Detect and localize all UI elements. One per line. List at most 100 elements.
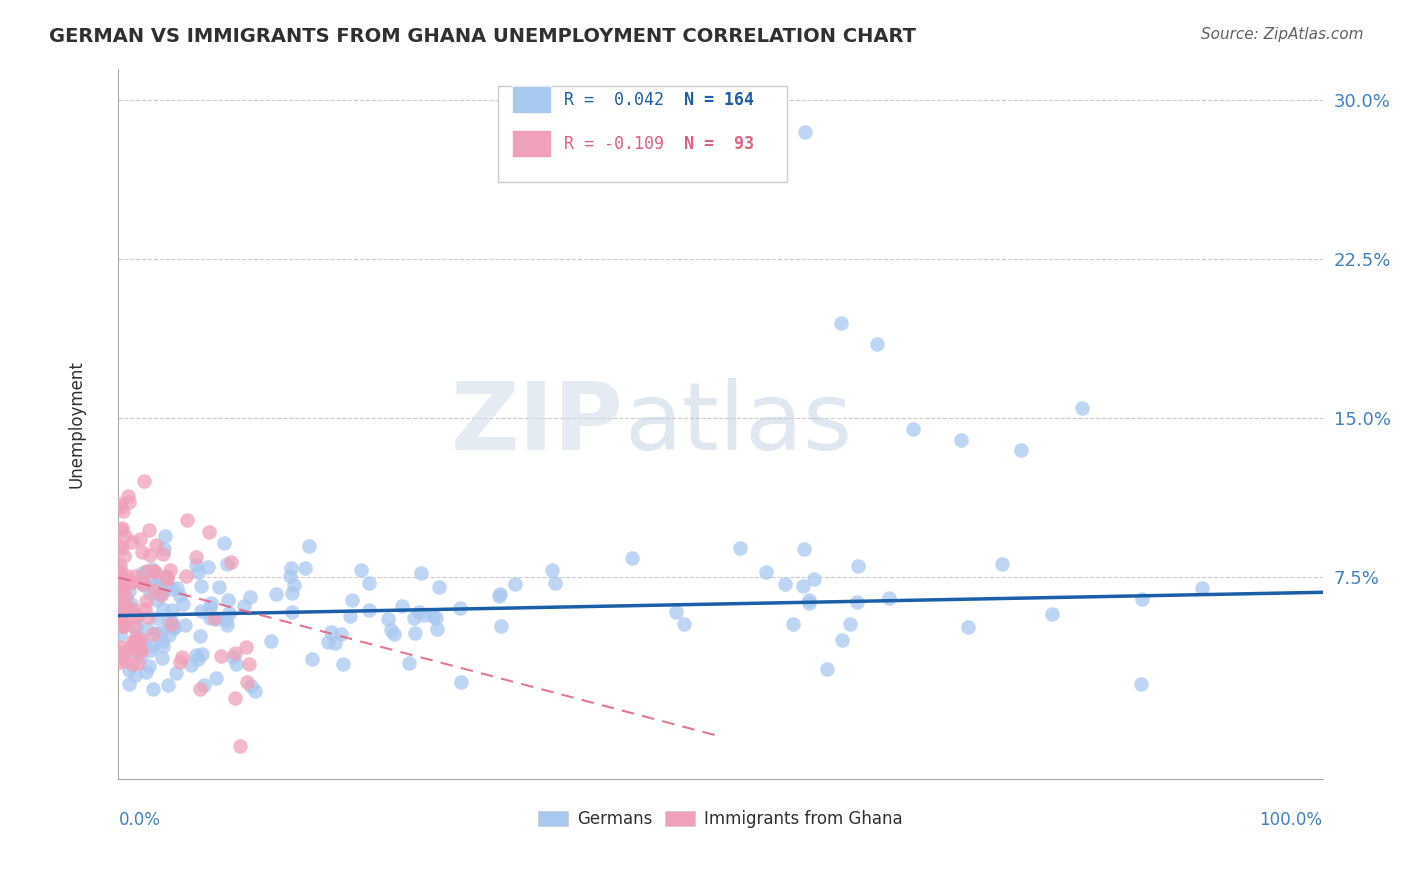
Point [134,578,156,592]
Point [793,125,815,139]
Text: Unemployment: Unemployment [67,359,86,488]
Point [339,609,361,624]
Point [402,611,425,625]
Point [114,618,136,632]
Point [110,644,132,658]
Point [115,590,138,604]
Text: N =  93: N = 93 [685,135,755,153]
Point [135,594,157,608]
Point [782,617,804,632]
Text: Source: ZipAtlas.com: Source: ZipAtlas.com [1201,27,1364,42]
Point [156,572,179,586]
Point [108,628,131,642]
Point [146,592,169,607]
Point [111,649,134,664]
Point [129,532,152,546]
Point [111,618,134,632]
Point [540,563,562,577]
Point [188,629,211,643]
Point [815,662,838,676]
Point [1070,401,1092,415]
Point [797,593,820,607]
Point [217,592,239,607]
Point [239,591,262,605]
Point [544,575,567,590]
Point [134,565,156,579]
Point [398,657,420,671]
Point [357,603,380,617]
Point [118,677,141,691]
Point [233,599,256,614]
Point [152,639,174,653]
Point [283,578,305,592]
Text: N = 164: N = 164 [685,91,755,109]
Point [108,577,131,591]
Point [125,607,148,622]
Point [132,474,155,488]
Point [316,635,339,649]
Point [190,604,212,618]
Text: 0.0%: 0.0% [118,811,160,829]
Point [146,577,169,591]
Point [877,591,900,606]
Point [142,682,165,697]
Point [229,739,252,753]
Point [155,569,177,583]
Point [125,629,148,643]
Point [280,605,302,619]
Point [146,611,169,625]
Point [112,616,135,631]
Point [225,657,247,672]
Point [124,640,146,655]
Point [127,637,149,651]
Point [124,667,146,681]
Point [114,573,136,587]
Point [1130,677,1153,691]
Point [138,659,160,673]
Point [866,337,889,351]
Point [831,632,853,647]
Point [157,677,180,691]
Point [111,585,134,599]
Point [956,620,979,634]
Point [411,566,433,580]
Point [160,615,183,629]
Point [152,602,174,616]
Point [198,599,221,614]
Point [301,652,323,666]
Point [121,644,143,658]
Point [169,655,191,669]
Point [280,560,302,574]
Point [755,565,778,579]
Point [391,599,413,614]
Point [127,656,149,670]
Point [180,657,202,672]
Point [294,561,316,575]
Point [121,657,143,671]
Point [503,577,526,591]
Point [156,615,179,629]
Point [148,586,170,600]
Point [184,549,207,564]
Point [990,557,1012,571]
Text: GERMAN VS IMMIGRANTS FROM GHANA UNEMPLOYMENT CORRELATION CHART: GERMAN VS IMMIGRANTS FROM GHANA UNEMPLOY… [49,27,917,45]
Point [489,619,512,633]
Point [217,618,239,632]
Point [136,610,159,624]
Point [176,569,198,583]
Point [773,576,796,591]
Point [219,555,242,569]
Point [117,584,139,599]
Point [129,643,152,657]
Point [412,607,434,622]
Point [108,655,131,669]
Point [1191,581,1213,595]
Point [259,634,281,648]
Bar [512,87,551,113]
Point [240,679,263,693]
Point [112,549,135,563]
Point [186,558,208,573]
Point [152,547,174,561]
Point [111,618,134,632]
Point [950,433,973,447]
